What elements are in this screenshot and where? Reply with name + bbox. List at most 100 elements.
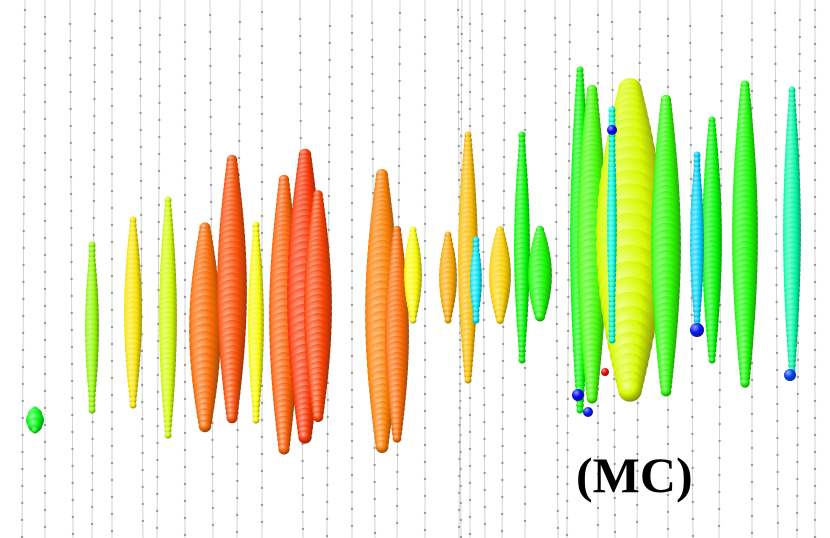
sensor <box>158 68 160 70</box>
sensor <box>568 211 570 213</box>
sensor <box>556 323 558 325</box>
sensor <box>44 322 46 324</box>
sensor <box>424 376 426 378</box>
sensor <box>798 121 800 123</box>
sensor <box>111 71 113 73</box>
sensor <box>239 38 241 40</box>
sensor <box>482 217 484 219</box>
sensor <box>209 99 211 101</box>
sensor <box>398 80 400 82</box>
sensor <box>814 281 816 283</box>
light-hit <box>709 357 716 364</box>
sensor <box>613 395 615 397</box>
sensor <box>814 111 816 113</box>
sensor <box>639 45 641 47</box>
sensor <box>158 102 160 104</box>
sensor <box>184 517 186 519</box>
sensor <box>351 151 353 153</box>
sensor <box>557 527 559 529</box>
sensor <box>556 425 558 427</box>
sensor <box>23 60 25 62</box>
sensor <box>111 309 113 311</box>
sensor <box>814 77 816 79</box>
sensor <box>71 363 73 365</box>
sensor <box>184 347 186 349</box>
sensor <box>751 90 753 92</box>
sensor <box>556 340 558 342</box>
sensor <box>351 32 353 34</box>
sensor <box>93 183 95 185</box>
sensor <box>424 342 426 344</box>
sensor <box>814 213 816 215</box>
sensor <box>796 529 798 531</box>
sensor <box>524 503 526 505</box>
sensor <box>524 520 526 522</box>
sensor <box>261 470 263 472</box>
sensor <box>371 22 373 24</box>
sensor <box>458 424 460 426</box>
sensor <box>775 284 777 286</box>
sensor <box>814 502 816 504</box>
sensor <box>566 432 568 434</box>
sensor <box>70 176 72 178</box>
sensor <box>371 73 373 75</box>
sensor <box>692 535 694 537</box>
sensor <box>667 18 669 20</box>
sensor <box>524 384 526 386</box>
sensor <box>212 507 214 509</box>
sensor <box>184 262 186 264</box>
sensor <box>424 104 426 106</box>
sensor <box>719 321 721 323</box>
sensor <box>44 390 46 392</box>
sensor <box>469 74 471 76</box>
sensor <box>70 142 72 144</box>
sensor <box>689 25 691 27</box>
sensor <box>351 474 353 476</box>
sensor <box>111 173 113 175</box>
sensor <box>44 237 46 239</box>
sensor <box>159 17 161 19</box>
sensor <box>524 129 526 131</box>
sensor <box>638 79 640 81</box>
sensor <box>184 398 186 400</box>
sensor <box>798 104 800 106</box>
sensor <box>691 416 693 418</box>
sensor <box>139 112 141 114</box>
sensor <box>22 247 24 249</box>
sensor <box>158 187 160 189</box>
light-hit <box>535 311 545 321</box>
sensor <box>690 178 692 180</box>
sensor <box>555 289 557 291</box>
sensor <box>524 469 526 471</box>
sensor <box>483 319 485 321</box>
sensor <box>568 177 570 179</box>
sensor <box>156 493 158 495</box>
sensor <box>140 163 142 165</box>
detector-string <box>157 0 160 538</box>
sensor <box>70 159 72 161</box>
light-hit <box>89 407 96 414</box>
sensor <box>22 298 24 300</box>
sensor <box>775 182 777 184</box>
sensor <box>483 472 485 474</box>
sensor <box>111 139 113 141</box>
sensor <box>568 126 570 128</box>
sensor <box>568 194 570 196</box>
sensor <box>238 55 240 57</box>
sensor <box>396 471 398 473</box>
hit-column <box>651 95 681 397</box>
sensor <box>554 85 556 87</box>
sensor <box>469 414 471 416</box>
light-hit <box>465 377 472 384</box>
sensor <box>751 22 753 24</box>
light-hit <box>445 317 452 324</box>
sensor <box>210 184 212 186</box>
sensor <box>236 531 238 533</box>
sensor <box>460 135 462 137</box>
sensor <box>814 179 816 181</box>
sensor <box>236 429 238 431</box>
hit-column <box>189 222 221 432</box>
sensor <box>458 196 460 198</box>
sensor <box>351 83 353 85</box>
detector-string <box>70 0 73 538</box>
